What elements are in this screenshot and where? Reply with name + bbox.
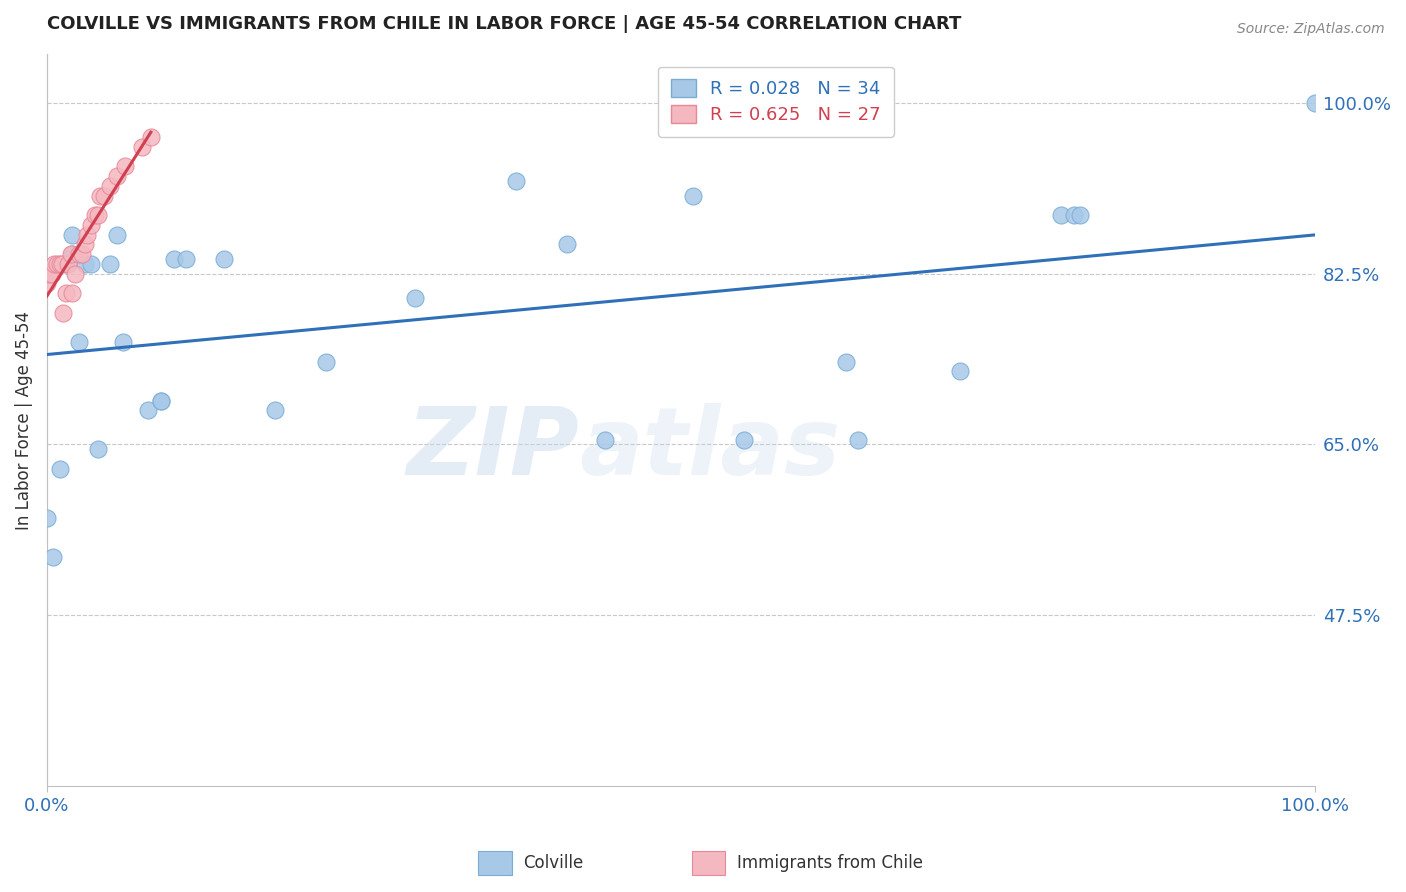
Point	[89, 188, 111, 202]
Point	[150, 393, 173, 408]
Point	[35, 510, 58, 524]
Point	[44, 257, 66, 271]
Point	[136, 403, 159, 417]
Point	[214, 252, 236, 266]
Point	[35, 277, 58, 291]
Point	[59, 247, 82, 261]
Text: Immigrants from Chile: Immigrants from Chile	[737, 854, 922, 872]
Text: Source: ZipAtlas.com: Source: ZipAtlas.com	[1237, 22, 1385, 37]
Point	[593, 433, 616, 447]
Point	[86, 442, 108, 457]
Point	[80, 218, 103, 232]
Bar	[478, 851, 512, 875]
Text: ZIP: ZIP	[406, 403, 579, 495]
Point	[55, 286, 77, 301]
Text: COLVILLE VS IMMIGRANTS FROM CHILE IN LABOR FORCE | AGE 45-54 CORRELATION CHART: COLVILLE VS IMMIGRANTS FROM CHILE IN LAB…	[46, 15, 962, 33]
Point	[46, 257, 69, 271]
Point	[1063, 208, 1085, 222]
Point	[67, 247, 90, 261]
Legend: R = 0.028   N = 34, R = 0.625   N = 27: R = 0.028 N = 34, R = 0.625 N = 27	[658, 67, 894, 136]
Point	[98, 257, 121, 271]
Point	[555, 237, 578, 252]
Point	[139, 130, 162, 145]
Point	[105, 169, 128, 183]
Point	[76, 227, 98, 242]
Point	[733, 433, 755, 447]
Point	[114, 159, 136, 173]
Point	[51, 257, 73, 271]
Point	[315, 354, 337, 368]
Y-axis label: In Labor Force | Age 45-54: In Labor Force | Age 45-54	[15, 310, 32, 530]
Point	[48, 462, 70, 476]
Text: Colville: Colville	[523, 854, 583, 872]
Point	[1069, 208, 1091, 222]
Point	[176, 252, 198, 266]
Point	[60, 286, 83, 301]
Point	[111, 334, 134, 349]
Bar	[692, 851, 725, 875]
Point	[131, 140, 153, 154]
Point	[58, 257, 80, 271]
Point	[60, 247, 83, 261]
Point	[949, 364, 972, 378]
Point	[846, 433, 869, 447]
Point	[73, 257, 96, 271]
Point	[264, 403, 287, 417]
Point	[505, 174, 527, 188]
Point	[72, 247, 94, 261]
Point	[38, 267, 60, 281]
Point	[1050, 208, 1073, 222]
Point	[93, 188, 115, 202]
Point	[73, 237, 96, 252]
Text: atlas: atlas	[579, 403, 841, 495]
Point	[41, 267, 63, 281]
Point	[150, 393, 173, 408]
Point	[105, 227, 128, 242]
Point	[404, 291, 426, 305]
Point	[63, 267, 86, 281]
Point	[67, 334, 90, 349]
Point	[163, 252, 186, 266]
Point	[60, 227, 83, 242]
Point	[42, 549, 65, 564]
Point	[98, 178, 121, 193]
Point	[48, 257, 70, 271]
Point	[86, 208, 108, 222]
Point	[834, 354, 856, 368]
Point	[682, 188, 704, 202]
Point	[80, 257, 103, 271]
Point	[84, 208, 107, 222]
Point	[1303, 95, 1326, 110]
Point	[55, 257, 77, 271]
Point	[52, 306, 75, 320]
